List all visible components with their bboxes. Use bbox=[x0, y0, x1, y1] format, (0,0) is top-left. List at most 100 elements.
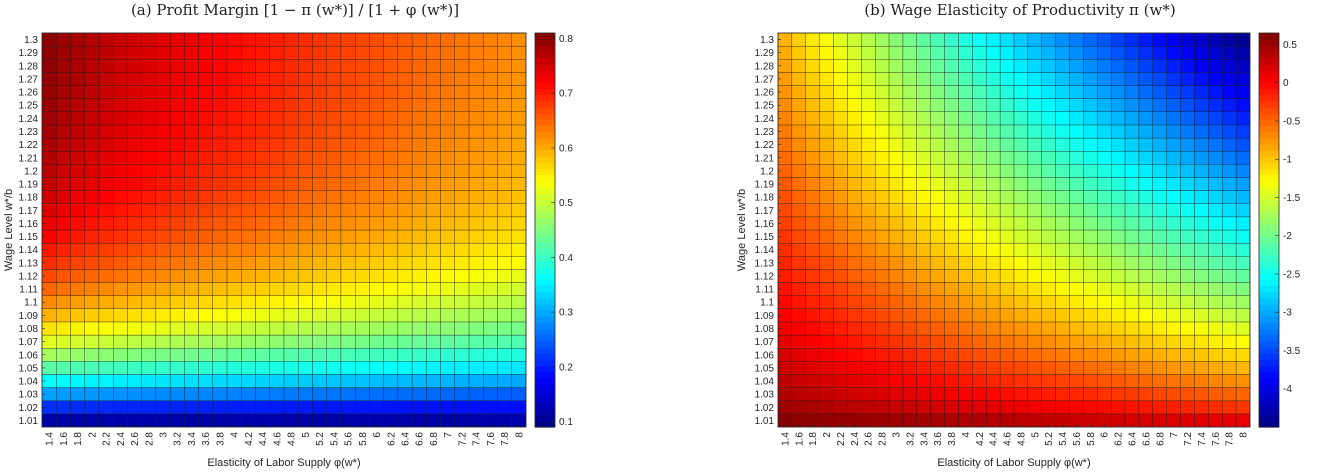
heatmap-cell bbox=[241, 361, 256, 375]
heatmap-cell bbox=[944, 124, 959, 139]
colorbar-segment bbox=[1259, 297, 1279, 305]
heatmap-cell bbox=[986, 334, 1001, 349]
heatmap-cell bbox=[1152, 374, 1167, 388]
heatmap-cell bbox=[1083, 203, 1098, 218]
heatmap-cell bbox=[184, 308, 199, 323]
heatmap-cell bbox=[497, 295, 512, 309]
heatmap-cell bbox=[1222, 321, 1237, 336]
heatmap-cell bbox=[1041, 256, 1056, 270]
heatmap-cell bbox=[298, 334, 313, 349]
heatmap-cell bbox=[127, 334, 142, 349]
heatmap-cell bbox=[1069, 111, 1084, 126]
heatmap-cell bbox=[1055, 124, 1070, 139]
heatmap-cell bbox=[113, 216, 128, 231]
heatmap-cell bbox=[1222, 164, 1237, 178]
heatmap-cell bbox=[155, 111, 171, 126]
x-tick-label: 6.8 bbox=[1155, 432, 1166, 446]
heatmap-cell bbox=[169, 111, 185, 126]
heatmap-cell bbox=[1027, 295, 1042, 309]
heatmap-cell bbox=[1138, 387, 1153, 401]
heatmap-cell bbox=[1124, 151, 1140, 165]
heatmap-cell bbox=[1027, 151, 1042, 165]
heatmap-cell bbox=[326, 124, 342, 139]
heatmap-cell bbox=[426, 98, 441, 112]
heatmap-cell bbox=[497, 269, 512, 283]
heatmap-cell bbox=[511, 374, 527, 388]
heatmap-cell bbox=[283, 308, 299, 323]
colorbar-segment bbox=[535, 328, 555, 336]
heatmap-cell bbox=[999, 334, 1015, 349]
heatmap-cell bbox=[84, 321, 100, 336]
heatmap-cell bbox=[888, 256, 904, 270]
heatmap-cell bbox=[1124, 348, 1140, 362]
heatmap-cell bbox=[383, 361, 399, 375]
heatmap-cell bbox=[1194, 374, 1209, 388]
colorbar-segment bbox=[1259, 88, 1279, 96]
heatmap-cell bbox=[155, 387, 171, 401]
heatmap-cell bbox=[468, 229, 484, 244]
heatmap-cell bbox=[497, 361, 512, 375]
heatmap-cell bbox=[184, 348, 199, 362]
heatmap-cell bbox=[70, 45, 85, 60]
heatmap-cell bbox=[283, 111, 299, 126]
heatmap-cell bbox=[411, 164, 427, 178]
heatmap-cell bbox=[141, 151, 157, 165]
heatmap-cell bbox=[369, 59, 384, 73]
heatmap-cell bbox=[70, 32, 85, 47]
colorbar-segment bbox=[535, 186, 555, 194]
heatmap-cell bbox=[397, 203, 413, 218]
heatmap-cell bbox=[1180, 295, 1195, 309]
heatmap-cell bbox=[1208, 177, 1223, 191]
colorbar-segment bbox=[535, 322, 555, 330]
heatmap-cell bbox=[1222, 59, 1237, 73]
heatmap-cell bbox=[155, 32, 171, 47]
heatmap-cell bbox=[511, 361, 527, 375]
heatmap-cell bbox=[986, 348, 1001, 362]
heatmap-cell bbox=[283, 216, 299, 231]
heatmap-cell bbox=[141, 321, 157, 336]
heatmap-cell bbox=[916, 124, 931, 139]
heatmap-cell bbox=[805, 32, 820, 47]
heatmap-cell bbox=[958, 361, 973, 375]
heatmap-cell bbox=[226, 111, 242, 126]
x-tick-label: 3.8 bbox=[215, 432, 226, 446]
heatmap-cell bbox=[791, 203, 806, 218]
heatmap-cell bbox=[98, 334, 114, 349]
x-tick-label: 7.2 bbox=[457, 432, 468, 446]
heatmap-cell bbox=[113, 203, 128, 218]
heatmap-cell bbox=[169, 124, 185, 139]
heatmap-cell bbox=[497, 282, 512, 296]
heatmap-cell bbox=[141, 361, 157, 375]
heatmap-cell bbox=[1152, 256, 1167, 270]
heatmap-cell bbox=[56, 361, 71, 375]
heatmap-cell bbox=[312, 177, 327, 191]
heatmap-cell bbox=[113, 269, 128, 283]
heatmap-cell bbox=[269, 190, 285, 204]
colorbar-tick-label: 0.6 bbox=[559, 143, 573, 154]
heatmap-cell bbox=[141, 387, 157, 401]
heatmap-cell bbox=[397, 348, 413, 362]
colorbar-segment bbox=[1259, 94, 1279, 102]
heatmap-cell bbox=[861, 32, 876, 47]
colorbar-segment bbox=[535, 414, 555, 422]
heatmap-cell bbox=[497, 374, 512, 388]
x-tick-label: 6.6 bbox=[415, 432, 426, 446]
heatmap-cell bbox=[916, 361, 931, 375]
heatmap-cell bbox=[184, 72, 199, 86]
heatmap-cell bbox=[1194, 308, 1209, 323]
heatmap-cell bbox=[184, 334, 199, 349]
heatmap-cell bbox=[958, 269, 973, 283]
heatmap-cell bbox=[454, 111, 470, 126]
heatmap-cell bbox=[1208, 361, 1223, 375]
heatmap-cell bbox=[999, 98, 1015, 112]
heatmap-cell bbox=[791, 137, 806, 152]
heatmap-cell bbox=[155, 321, 171, 336]
heatmap-cell bbox=[958, 374, 973, 388]
heatmap-cell bbox=[397, 400, 413, 415]
colorbar-segment bbox=[1259, 273, 1279, 280]
heatmap-cell bbox=[298, 282, 313, 296]
heatmap-cell bbox=[972, 124, 987, 139]
heatmap-cell bbox=[113, 387, 128, 401]
heatmap-cell bbox=[411, 98, 427, 112]
y-tick-label: 1.29 bbox=[19, 48, 39, 59]
